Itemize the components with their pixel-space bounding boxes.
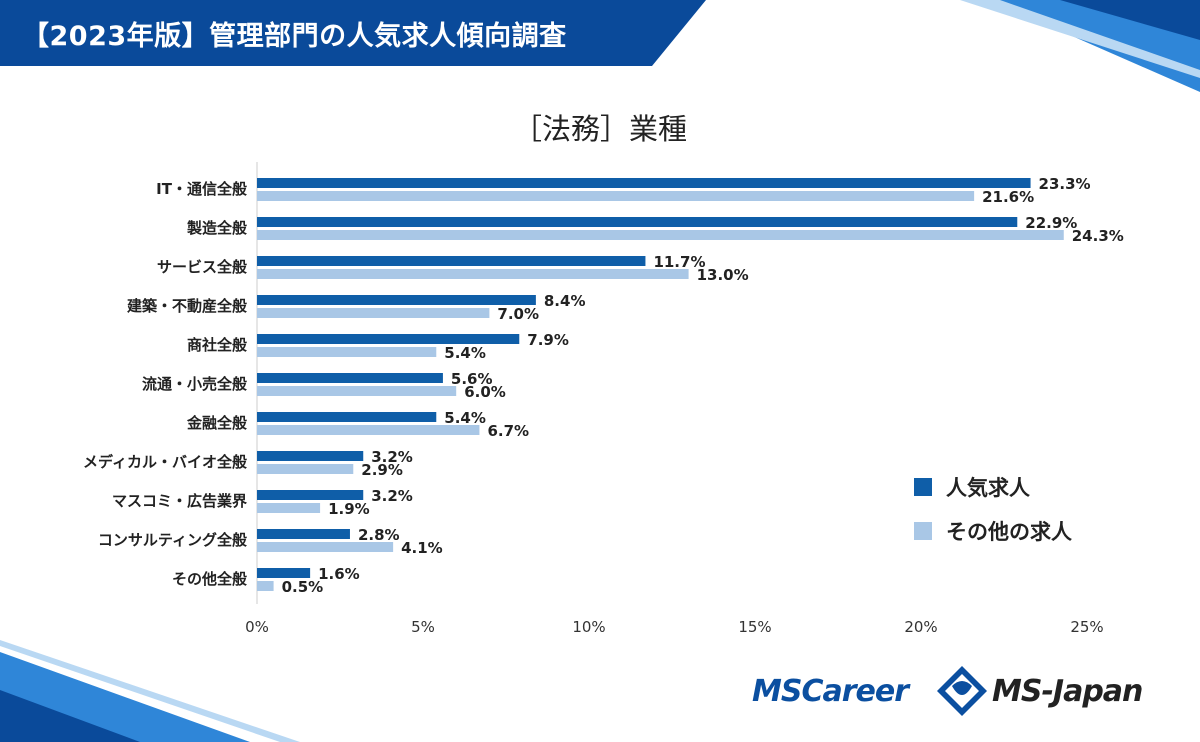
bar-popular [257,295,536,305]
value-label-other: 7.0% [497,305,539,323]
category-label: マスコミ・広告業界 [112,492,247,510]
value-label-other: 6.7% [487,422,529,440]
bar-popular [257,490,364,500]
ms-japan-logo-mark-icon [937,666,987,716]
value-label-popular: 3.2% [371,487,413,505]
category-label: サービス全般 [157,258,247,276]
bar-other [257,581,274,591]
value-label-popular: 11.7% [653,253,705,271]
value-label-popular: 5.6% [451,370,493,388]
x-tick-label: 25% [1070,618,1103,636]
value-labels: 23.3% 21.6% 22.9%24.3% 11.7%13.0% 8.4% 7.0% 7.… [282,175,1124,596]
value-label-other: 1.9% [328,500,370,518]
legend-item-other: その他の求人 [914,518,1072,544]
value-label-other: 2.9% [361,461,403,479]
bar-popular [257,334,520,344]
category-labels: IT・通信全般製造全般サービス全般建築・不動産全般商社全般流通・小売全般金融全般… [83,180,247,588]
value-label-other: 5.4% [444,344,486,362]
value-label-other: 6.0% [464,383,506,401]
value-label-other: 21.6% [982,188,1034,206]
value-label-other: 13.0% [697,266,749,284]
x-tick-label: 20% [904,618,937,636]
bar-popular [257,217,1018,227]
mscareer-logo: MSCareer [752,674,909,709]
bar-other [257,464,354,474]
bar-other [257,425,480,435]
ms-japan-logo: MS-Japan [992,674,1143,709]
category-label: コンサルティング全般 [98,531,247,549]
category-label: 商社全般 [187,336,247,354]
x-tick-label: 15% [738,618,771,636]
chart-title: ［法務］業種 [512,112,687,146]
legend: 人気求人 その他の求人 [914,474,1072,562]
value-label-popular: 1.6% [318,565,360,583]
legend-item-popular: 人気求人 [914,474,1072,500]
value-label-popular: 7.9% [527,331,569,349]
bar-popular [257,373,443,383]
legend-label-popular: 人気求人 [946,476,1030,500]
bar-other [257,347,437,357]
value-label-popular: 22.9% [1025,214,1077,232]
category-label: 流通・小売全般 [142,375,247,393]
bar-other [257,230,1064,240]
header-banner [0,0,706,66]
bar-popular [257,451,364,461]
value-label-other: 4.1% [401,539,443,557]
value-label-popular: 23.3% [1039,175,1091,193]
category-label: メディカル・バイオ全般 [83,453,247,471]
bar-other [257,386,457,396]
legend-swatch-popular [914,478,932,496]
x-tick-label: 5% [411,618,435,636]
value-label-popular: 2.8% [358,526,400,544]
bar-other [257,269,689,279]
bars [257,178,1064,591]
bar-other [257,308,490,318]
category-label: 建築・不動産全般 [127,297,247,315]
bar-popular [257,568,311,578]
bar-other [257,191,975,201]
value-label-popular: 8.4% [544,292,586,310]
legend-swatch-other [914,522,932,540]
value-label-other: 24.3% [1072,227,1124,245]
category-label: その他全般 [172,570,247,588]
x-axis-ticks: 0% 5% 10% 15% 20% 25% [245,618,1104,636]
legend-label-other: その他の求人 [946,520,1072,544]
x-tick-label: 10% [572,618,605,636]
category-label: 製造全般 [186,219,247,237]
x-tick-label: 0% [245,618,269,636]
bar-popular [257,178,1031,188]
value-label-other: 0.5% [282,578,324,596]
category-label: IT・通信全般 [156,180,247,198]
decorative-stripes-top-right [960,0,1200,92]
bar-popular [257,412,437,422]
bar-popular [257,256,646,266]
value-label-popular: 3.2% [371,448,413,466]
bar-popular [257,529,350,539]
footer-logos: MSCareer MS-Japan [752,664,1172,724]
bar-other [257,503,321,513]
category-label: 金融全般 [186,414,247,432]
value-label-popular: 5.4% [444,409,486,427]
bar-other [257,542,394,552]
header-title: 【2023年版】管理部門の人気求人傾向調査 [22,21,567,52]
